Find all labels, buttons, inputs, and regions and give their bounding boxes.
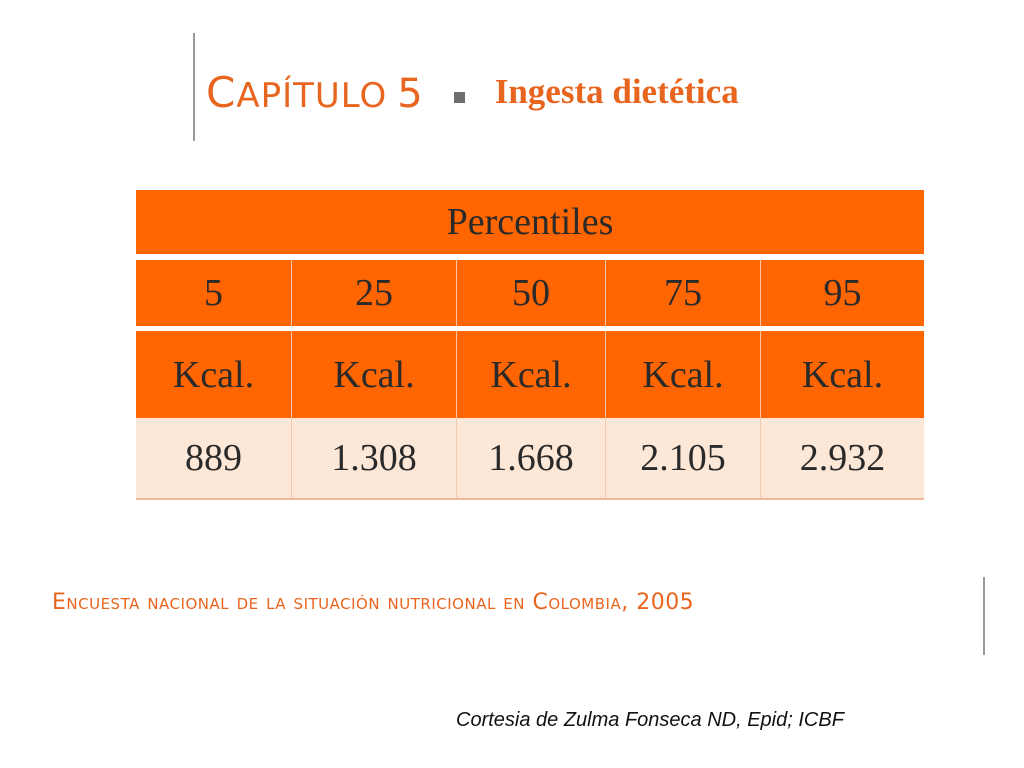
slide-header: CAPÍTULO 5 Ingesta dietética xyxy=(206,62,739,122)
unit-cell: Kcal. xyxy=(292,331,457,418)
unit-cell: Kcal. xyxy=(606,331,761,418)
footer-divider-line xyxy=(983,577,985,655)
value-cell: 1.668 xyxy=(457,418,606,498)
header-divider-line xyxy=(193,33,195,141)
percentile-cell: 5 xyxy=(136,260,292,326)
percentile-cell: 50 xyxy=(457,260,606,326)
value-row: 889 1.308 1.668 2.105 2.932 xyxy=(136,418,924,498)
value-cell: 889 xyxy=(136,418,292,498)
percentile-cell: 25 xyxy=(292,260,457,326)
square-bullet-icon xyxy=(453,91,465,103)
percentile-cell: 75 xyxy=(606,260,761,326)
chapter-number: 5 xyxy=(397,70,424,117)
unit-cell: Kcal. xyxy=(801,353,884,396)
value-cell: 2.105 xyxy=(606,418,761,498)
value-cell: 2.932 xyxy=(799,437,886,479)
percentiles-table: Percentiles 5 25 50 75 95 Kcal. Kcal. Kc… xyxy=(136,190,924,510)
percentile-header-row: 5 25 50 75 95 xyxy=(136,260,924,326)
chapter-subtitle: Ingesta dietética xyxy=(494,72,739,111)
table-title: Percentiles xyxy=(446,201,614,243)
unit-cell: Kcal. xyxy=(457,331,606,418)
unit-row: Kcal. Kcal. Kcal. Kcal. Kcal. xyxy=(136,331,924,418)
value-cell: 1.308 xyxy=(292,418,457,498)
chapter-word: APÍTULO xyxy=(236,75,388,116)
chapter-label: CAPÍTULO 5 xyxy=(206,67,424,117)
percentile-cell: 95 xyxy=(823,272,862,314)
table-title-row: Percentiles xyxy=(136,190,924,254)
table-bottom-border xyxy=(136,498,924,500)
survey-title-text: Encuesta nacional de la situación nutric… xyxy=(52,590,695,615)
credit-text: Cortesia de Zulma Fonseca ND, Epid; ICBF xyxy=(456,709,844,731)
survey-title: Encuesta nacional de la situación nutric… xyxy=(52,590,694,615)
unit-cell: Kcal. xyxy=(136,331,292,418)
